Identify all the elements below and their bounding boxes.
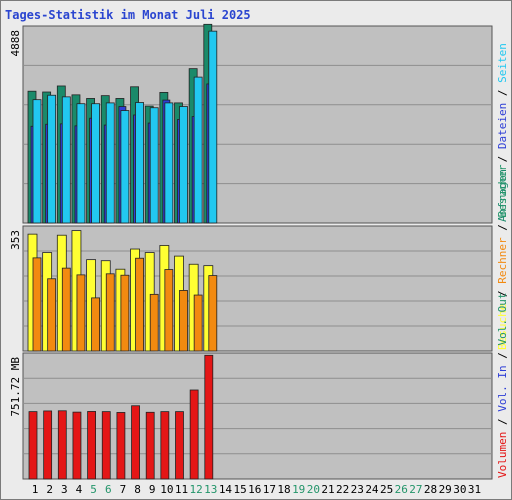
x-tick-label-day-18: 18 <box>277 483 290 496</box>
bar-dateien-day-2 <box>47 94 57 224</box>
x-tick-label-day-12: 12 <box>190 483 203 496</box>
bar-rechner-day-5 <box>91 297 100 352</box>
x-tick-label-day-26: 26 <box>395 483 408 496</box>
x-tick-label-day-8: 8 <box>134 483 141 496</box>
bar-dateien-day-12 <box>193 76 203 224</box>
x-tick-label-day-2: 2 <box>46 483 53 496</box>
plot-area-3 <box>22 352 493 480</box>
bar-volumen-day-10 <box>160 411 170 480</box>
bar-volumen-day-12 <box>189 389 199 480</box>
bar-dateien-day-6 <box>105 102 115 224</box>
bar-dateien-day-11 <box>179 106 188 224</box>
bar-rechner-day-12 <box>193 294 203 352</box>
bar-dateien-day-4 <box>76 103 86 224</box>
legend-2: Besuche / Rechner / Besucher <box>496 164 509 350</box>
bar-rechner-day-7 <box>120 274 130 352</box>
bar-volumen-day-7 <box>116 412 126 480</box>
bar-volumen-day-5 <box>87 411 96 480</box>
bar-dateien-day-3 <box>61 96 71 224</box>
x-tick-label-day-4: 4 <box>76 483 83 496</box>
x-tick-label-day-23: 23 <box>351 483 364 496</box>
bar-rechner-day-3 <box>61 267 71 352</box>
y-max-label-1: 4888 <box>9 30 22 57</box>
x-tick-label-day-17: 17 <box>263 483 276 496</box>
bar-dateien-day-1 <box>32 99 42 224</box>
bar-volumen-day-4 <box>72 411 82 480</box>
legend-1: Anfragen / Dateien / Seiten <box>496 43 509 222</box>
y-max-label-3: 751.72 MB <box>9 357 22 417</box>
bar-dateien-day-7 <box>120 110 130 224</box>
bar-dateien-day-8 <box>135 102 144 224</box>
bar-dateien-day-13 <box>208 30 218 224</box>
bar-rechner-day-6 <box>105 273 115 352</box>
x-tick-label-day-19: 19 <box>292 483 305 496</box>
bar-rechner-day-8 <box>135 257 144 352</box>
bar-volumen-day-3 <box>57 410 67 480</box>
x-tick-label-day-28: 28 <box>424 483 437 496</box>
x-tick-label-day-22: 22 <box>336 483 349 496</box>
x-tick-label-day-30: 30 <box>453 483 466 496</box>
x-tick-label-day-6: 6 <box>105 483 112 496</box>
x-tick-label-day-20: 20 <box>307 483 320 496</box>
bar-rechner-day-1 <box>32 257 42 352</box>
bar-volumen-day-11 <box>175 411 184 480</box>
x-tick-label-day-31: 31 <box>468 483 481 496</box>
bar-volumen-day-9 <box>145 411 155 480</box>
x-tick-label-day-1: 1 <box>32 483 39 496</box>
bar-volumen-day-6 <box>101 411 111 480</box>
x-tick-label-day-25: 25 <box>380 483 393 496</box>
chart-title: Tages-Statistik im Monat Juli 2025 <box>5 8 251 22</box>
x-tick-label-day-24: 24 <box>365 483 379 496</box>
bar-dateien-day-10 <box>164 102 174 224</box>
x-tick-label-day-11: 11 <box>175 483 188 496</box>
x-tick-label-day-7: 7 <box>120 483 127 496</box>
bar-rechner-day-11 <box>179 290 188 352</box>
bar-rechner-day-10 <box>164 269 174 352</box>
bar-rechner-day-2 <box>47 278 57 352</box>
x-tick-label-day-13: 13 <box>204 483 217 496</box>
x-tick-label-day-3: 3 <box>61 483 68 496</box>
x-tick-label-day-14: 14 <box>219 483 233 496</box>
bar-volumen-day-8 <box>131 405 140 480</box>
bar-rechner-day-4 <box>76 274 86 352</box>
bar-dateien-day-5 <box>91 103 100 224</box>
x-tick-label-day-5: 5 <box>90 483 97 496</box>
y-max-label-2: 353 <box>9 230 22 250</box>
x-tick-label-day-15: 15 <box>233 483 246 496</box>
bar-rechner-day-13 <box>208 275 218 352</box>
bar-volumen-day-1 <box>28 411 38 480</box>
bar-rechner-day-9 <box>149 293 159 352</box>
x-tick-label-day-16: 16 <box>248 483 261 496</box>
x-tick-label-day-27: 27 <box>409 483 422 496</box>
bar-dateien-day-9 <box>149 107 159 224</box>
legend-3: Volumen / Vol. In / Vol. Out <box>496 293 509 478</box>
x-tick-label-day-29: 29 <box>439 483 452 496</box>
x-tick-label-day-10: 10 <box>160 483 173 496</box>
x-tick-label-day-9: 9 <box>149 483 156 496</box>
bar-volumen-day-2 <box>43 410 53 480</box>
bar-volumen-day-13 <box>204 354 214 480</box>
x-tick-label-day-21: 21 <box>321 483 334 496</box>
